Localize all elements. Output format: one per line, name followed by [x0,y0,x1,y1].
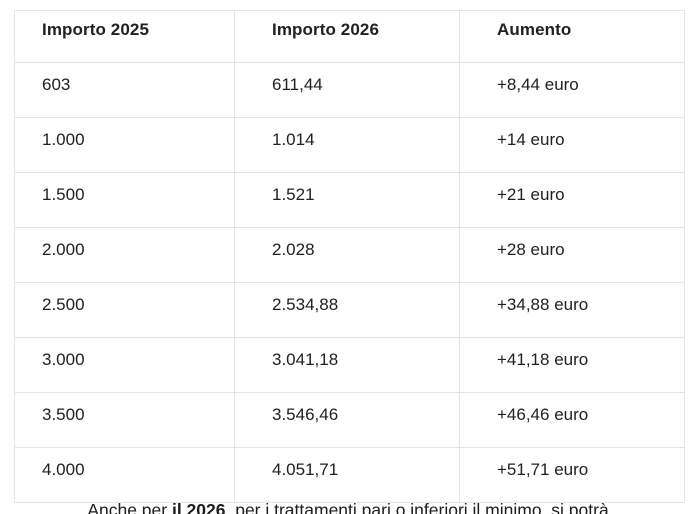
table-row: 2.000 2.028 +28 euro [14,227,685,283]
table-body: 603 611,44 +8,44 euro 1.000 1.014 +14 euro 1.5… [14,62,685,503]
table-cell: 3.000 [14,337,235,393]
table-cell: +46,46 euro [459,392,685,448]
table-cell: 3.546,46 [234,392,460,448]
table-cell: 2.000 [14,227,235,283]
table-cell: 4.000 [14,447,235,503]
pension-increase-table-container: Importo 2025 Importo 2026 Aumento 603 611… [14,10,685,503]
pension-increase-table: Importo 2025 Importo 2026 Aumento 603 611… [14,10,685,503]
table-cell: 1.000 [14,117,235,173]
table-cell: 1.014 [234,117,460,173]
column-header-importo-2026: Importo 2026 [234,10,460,63]
table-cell: +21 euro [459,172,685,228]
table-cell: 2.500 [14,282,235,338]
table-row: 3.000 3.041,18 +41,18 euro [14,337,685,393]
table-cell: 3.041,18 [234,337,460,393]
table-row: 1.500 1.521 +21 euro [14,172,685,228]
table-cell: +34,88 euro [459,282,685,338]
table-cell: +28 euro [459,227,685,283]
table-header: Importo 2025 Importo 2026 Aumento [14,10,685,63]
table-row: 1.000 1.014 +14 euro [14,117,685,173]
table-cell: +8,44 euro [459,62,685,118]
table-row: 3.500 3.546,46 +46,46 euro [14,392,685,448]
caption-text-prefix: Anche per [87,500,172,514]
table-row: 4.000 4.051,71 +51,71 euro [14,447,685,503]
table-cell: +14 euro [459,117,685,173]
column-header-importo-2025: Importo 2025 [14,10,235,63]
caption-text-bold: il 2026 [171,500,226,514]
table-cell: 3.500 [14,392,235,448]
table-row: 603 611,44 +8,44 euro [14,62,685,118]
table-cell: 2.534,88 [234,282,460,338]
table-cell: 4.051,71 [234,447,460,503]
table-cell: +41,18 euro [459,337,685,393]
table-cell: 603 [14,62,235,118]
column-header-aumento: Aumento [459,10,685,63]
table-cell: +51,71 euro [459,447,685,503]
table-cell: 1.500 [14,172,235,228]
table-row: 2.500 2.534,88 +34,88 euro [14,282,685,338]
table-header-row: Importo 2025 Importo 2026 Aumento [14,10,685,63]
table-cell: 1.521 [234,172,460,228]
table-cell: 611,44 [234,62,460,118]
article-caption-clipped: Anche per il 2026, per i trattamenti par… [0,500,696,514]
caption-text-suffix: , per i trattamenti pari o inferiori il … [225,500,609,514]
table-cell: 2.028 [234,227,460,283]
